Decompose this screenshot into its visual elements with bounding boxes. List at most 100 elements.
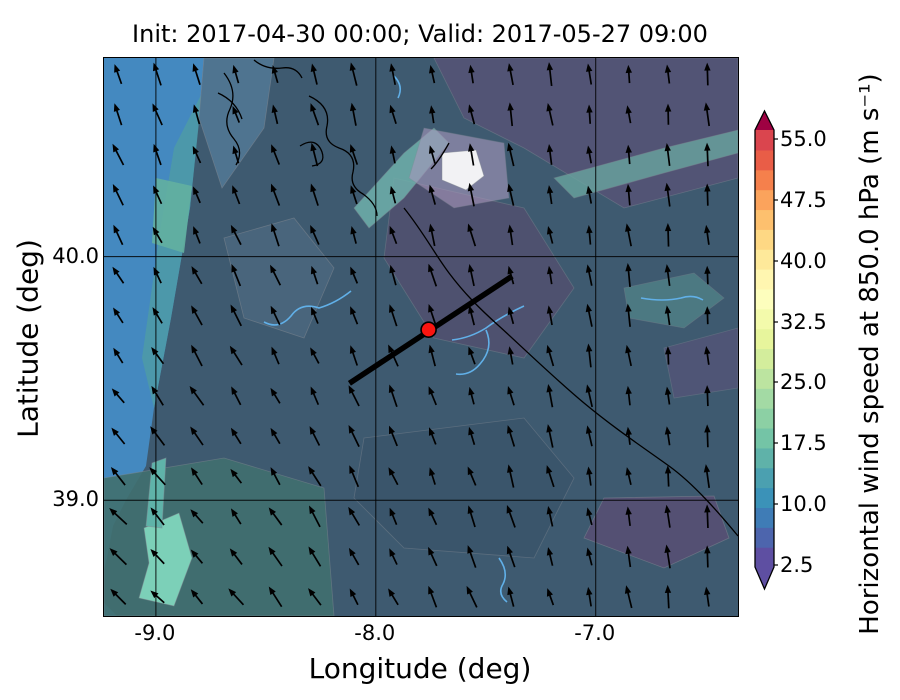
colorbar-tick-label: 32.5	[780, 310, 827, 334]
wind-arrow-head	[112, 143, 120, 153]
wind-arrow-shaft	[389, 348, 399, 367]
wind-arrow-head	[231, 386, 238, 395]
wind-arrow-head	[348, 425, 355, 434]
wind-arrow-head	[507, 224, 514, 233]
wind-arrow-head	[507, 425, 514, 434]
plot-title: Init: 2017-04-30 00:00; Valid: 2017-05-2…	[132, 20, 708, 48]
wind-arrow-head	[546, 265, 554, 275]
wind-arrow-head	[586, 547, 593, 557]
wind-arrow-head	[388, 384, 395, 394]
wind-arrow-head	[664, 142, 671, 152]
colorbar-segment	[755, 328, 774, 350]
river	[640, 295, 704, 301]
colorbar-segment	[755, 527, 774, 548]
wind-arrow-head	[309, 426, 317, 435]
wind-arrow-head	[428, 427, 435, 436]
wind-arrow-head	[152, 226, 160, 236]
wind-arrow-head	[232, 145, 239, 155]
wind-arrow-head	[112, 266, 120, 276]
colorbar-segment	[755, 209, 774, 230]
wind-arrow-shaft	[627, 308, 631, 327]
wind-arrow-head	[428, 386, 435, 395]
wind-arrow-head	[428, 184, 435, 194]
wind-arrow-head	[585, 425, 593, 434]
wind-arrow-shaft	[467, 590, 478, 608]
coastline-border	[299, 141, 324, 167]
wind-arrow-head	[110, 466, 119, 476]
wind-arrow-head	[467, 545, 474, 554]
wind-arrow-head	[625, 303, 632, 312]
wind-arrow-head	[468, 346, 475, 356]
wind-arrow-head	[388, 467, 396, 476]
wind-arrow-head	[389, 425, 395, 435]
colorbar-segment	[755, 149, 774, 171]
wind-arrow-head	[310, 225, 317, 234]
colorbar-under-arrow	[755, 567, 774, 589]
coastal-mint-patch	[152, 178, 192, 253]
wind-arrow-head	[704, 183, 711, 192]
wind-arrow-head	[546, 383, 553, 393]
colorbar-tick-label: 40.0	[780, 249, 827, 273]
wind-arrow-head	[388, 304, 396, 313]
wind-arrow-head	[310, 103, 317, 112]
wind-arrow-head	[704, 224, 711, 234]
wind-arrow-shaft	[587, 389, 593, 408]
y-axis-label: Latitude (deg)	[11, 239, 45, 438]
wind-arrow-head	[664, 264, 671, 273]
wind-arrow-head	[151, 347, 159, 356]
colorbar-segment	[755, 368, 774, 389]
wind-arrow-head	[310, 386, 317, 396]
wind-arrow-shaft	[468, 227, 477, 247]
wind-arrow-shaft	[588, 348, 592, 368]
wind-arrow-head	[270, 467, 278, 476]
wind-arrow-shaft	[429, 268, 438, 287]
wind-arrow-shaft	[666, 509, 671, 528]
wind-arrow-head	[193, 186, 200, 195]
colorbar-tick-label: 2.5	[780, 553, 814, 577]
wind-arrow-head	[270, 427, 278, 437]
river	[393, 75, 402, 99]
wind-arrow-head	[152, 103, 159, 112]
wind-arrow-shaft	[548, 428, 554, 448]
wind-arrow-head	[467, 264, 475, 273]
wind-arrow-shaft	[351, 107, 357, 126]
wind-arrow-head	[270, 183, 277, 193]
wind-arrow-head	[586, 104, 593, 113]
wind-arrow-shaft	[270, 590, 283, 608]
wind-arrow-shaft	[508, 469, 515, 488]
wind-arrow-head	[112, 183, 120, 193]
teal-ne-patch	[553, 129, 738, 199]
wind-arrow-head	[468, 386, 475, 396]
wind-arrow-head	[546, 185, 554, 194]
purple-east-patch	[663, 327, 738, 399]
wind-arrow-head	[232, 185, 239, 194]
wind-arrow-head	[109, 548, 118, 557]
wind-arrow-shaft	[508, 147, 515, 167]
wind-arrow-head	[190, 589, 199, 598]
wind-arrow-head	[507, 346, 514, 355]
wind-arrow-shaft	[311, 188, 319, 206]
wind-arrow-shaft	[232, 268, 242, 287]
wind-arrow-head	[310, 265, 317, 275]
colorbar-segment	[755, 487, 774, 509]
wind-arrow-shaft	[509, 107, 514, 127]
wind-arrow-head	[114, 64, 121, 73]
wind-arrow-head	[429, 105, 436, 114]
wind-arrow-head	[467, 505, 474, 515]
wind-arrow-head	[191, 467, 199, 476]
wind-arrow-head	[704, 586, 711, 596]
wind-arrow-head	[664, 465, 672, 474]
wind-arrow-head	[150, 590, 159, 599]
wind-arrow-head	[109, 508, 118, 516]
wind-arrow-head	[546, 305, 554, 314]
colorbar-segment	[755, 408, 774, 429]
wind-arrow-shaft	[706, 509, 709, 529]
wind-arrow-shaft	[112, 510, 128, 525]
wind-arrow-shaft	[390, 308, 398, 327]
wind-arrow-head	[429, 64, 436, 74]
x-tick-label: -8.0	[354, 621, 396, 645]
colorbar-segment	[755, 229, 774, 250]
wind-arrow-head	[271, 144, 278, 153]
wind-arrow-head	[228, 588, 237, 597]
colorbar-segment	[755, 547, 774, 568]
